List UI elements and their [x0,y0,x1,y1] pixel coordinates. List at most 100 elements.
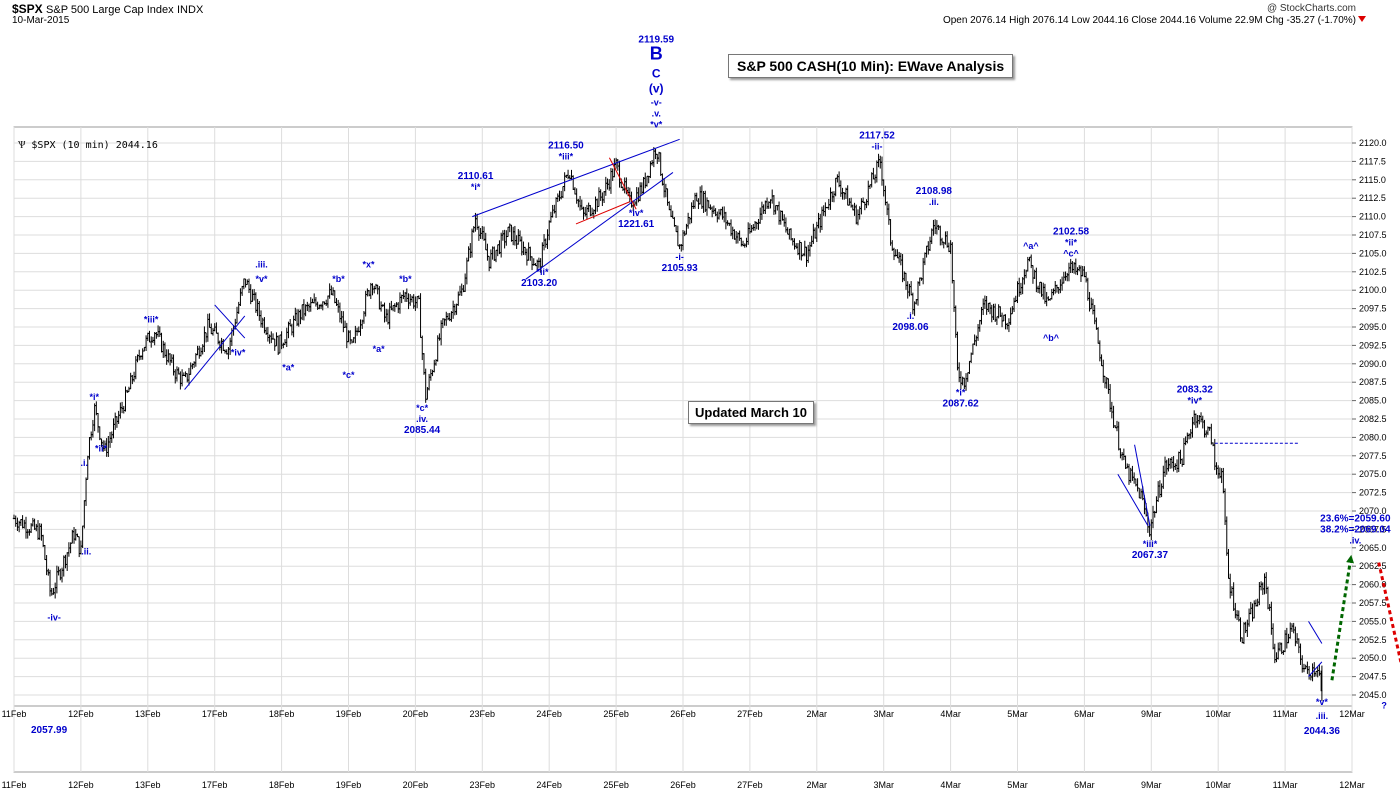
x-tick-label: 17Feb [202,709,228,719]
wave-label: *ii* [1065,237,1078,247]
wave-label: *ii* [95,443,108,453]
wave-label: *iii* [559,151,574,161]
wave-label: 2103.20 [521,278,558,289]
x-tick-label: 12Mar [1339,709,1365,719]
x-tick-label: 24Feb [536,709,562,719]
wave-label: 2098.06 [892,322,929,333]
trendline [472,138,680,218]
trendline [575,201,630,225]
y-tick-label: 2115.0 [1359,175,1386,185]
x-tick-label: 2Mar [807,709,828,719]
wave-label: .iv. [416,414,428,424]
bottom-tick-label: 12Feb [68,780,94,790]
x-tick-label: 25Feb [603,709,629,719]
wave-labels: -iv- .ii. .i. *i* *ii* *iii* *iv* .iii. *v* *a* *b… [47,35,1391,737]
bottom-tick-label: 6Mar [1074,780,1095,790]
y-tick-label: 2120.0 [1359,138,1387,148]
bottom-tick-label: 11Mar [1273,780,1298,790]
wave-label: (v) [649,82,664,96]
bottom-tick-label: 10Mar [1205,780,1231,790]
x-tick-label: 6Mar [1074,709,1095,719]
wave-label: 2119.59 [638,35,674,46]
wave-label: *x* [363,259,376,269]
bottom-tick-label: 27Feb [737,780,763,790]
wave-label: *a* [373,344,386,354]
wave-label: *iv* [231,348,246,358]
wave-label: .iii. [1316,711,1329,721]
wave-label: ? [1381,701,1387,711]
wave-label: *iv* [629,208,644,218]
wave-label: 2108.98 [916,186,953,197]
trendline [608,157,637,210]
bottom-tick-label: 13Feb [135,780,161,790]
wave-label: 1221.61 [618,219,655,230]
wave-label: 38.2%=2069.04 [1320,524,1391,535]
trendline [525,172,674,280]
grid-lines [13,126,1353,773]
series-label-text: $SPX (10 min) 2044.16 [31,140,158,151]
y-tick-label: 2112.5 [1359,193,1386,203]
y-tick-label: 2065.0 [1359,543,1387,553]
x-tick-label: 27Feb [737,709,763,719]
trendline [184,315,246,390]
wave-label: -iv- [47,613,61,623]
trendlines [184,138,1400,681]
wave-label: 2105.93 [662,263,699,274]
y-tick-label: 2067.5 [1359,524,1387,534]
bottom-tick-label: 25Feb [603,780,629,790]
wave-label: .iv. [1349,535,1361,545]
wave-label: ^a^ [1023,241,1039,251]
wave-label: *v* [650,120,663,130]
wave-label: 2110.61 [458,171,494,182]
y-tick-label: 2092.5 [1359,340,1387,350]
wave-label: *iii* [144,315,159,325]
wave-label: B [650,44,663,64]
wave-label: *ii* [537,267,550,277]
price-stats: Open 2076.14 High 2076.14 Low 2044.16 Cl… [942,15,1356,26]
wave-label: -i- [675,252,684,262]
bottom-tick-label: 19Feb [336,780,362,790]
y-tick-label: 2085.0 [1359,396,1387,406]
symbol-header: $SPX S&P 500 Large Cap Index INDX [12,2,203,16]
wave-label: .ii. [929,197,939,207]
trendline [1117,473,1149,526]
y-tick-label: 2095.0 [1359,322,1387,332]
y-tick-label: 2080.0 [1359,432,1387,442]
wave-label: 2117.52 [859,131,895,142]
y-tick-label: 2110.0 [1359,212,1386,222]
bottom-tick-label: 23Feb [470,780,496,790]
wave-label: ^c^ [1063,248,1079,258]
wave-label: *i* [90,392,100,402]
wave-label: *a* [282,362,295,372]
symbol-ticker: $SPX [12,2,43,16]
price-bars [12,147,1323,701]
bottom-tick-label: 4Mar [940,780,961,790]
wave-label: .i. [907,311,915,321]
trendline [1308,661,1323,677]
y-tick-label: 2102.5 [1359,267,1387,277]
wave-label: *v* [256,274,269,284]
wave-label: *c* [342,370,355,380]
x-tick-label: 11Feb [2,709,27,719]
wave-label: 2087.62 [943,398,980,409]
chart-date: 10-Mar-2015 [12,15,70,26]
wave-label: *iii* [1143,539,1158,549]
wave-label: -ii- [872,142,883,152]
y-tick-label: 2057.5 [1359,598,1387,608]
bottom-tick-label: 12Mar [1339,780,1365,790]
y-tick-label: 2047.5 [1359,672,1387,682]
wave-label: C [652,67,661,81]
bottom-tick-label: 26Feb [670,780,696,790]
projection-down-arrow [1377,562,1400,666]
wave-label: .iii. [255,259,268,269]
bottom-tick-label: 20Feb [403,780,429,790]
wave-label: *i* [956,387,966,397]
y-tick-label: 2060.0 [1359,580,1387,590]
wave-label: .i. [80,458,88,468]
y-tick-label: 2097.5 [1359,304,1387,314]
x-tick-label: 3Mar [873,709,894,719]
y-tick-label: 2090.0 [1359,359,1387,369]
bottom-tick-label: 17Feb [202,780,228,790]
symbol-name: S&P 500 Large Cap Index [46,4,174,16]
